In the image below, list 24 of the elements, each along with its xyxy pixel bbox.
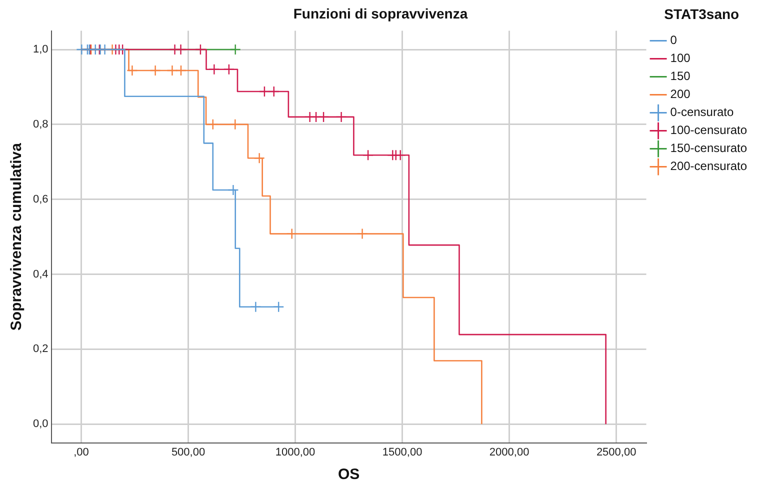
y-tick-label: 0,8 [32,118,48,130]
x-tick-label: ,00 [74,446,89,458]
y-tick-label: 0,2 [32,343,48,356]
x-axis-title: OS [338,466,360,484]
legend-label: 100 [670,51,691,66]
y-tick-label: 0,0 [32,418,48,430]
y-tick-label: 0,6 [32,193,48,206]
legend-label: 0 [670,33,678,48]
x-tick-label: 500,00 [171,446,206,458]
legend-label: 200 [670,87,691,102]
x-tick-label: 2500,00 [596,446,636,458]
legend-label: 150-censurato [670,141,748,156]
y-tick-label: 0,4 [32,268,48,280]
legend-label: 200-censurato [670,159,748,174]
legend-label: 0-censurato [670,105,734,120]
legend-label: 150 [670,69,691,84]
x-tick-label: 1500,00 [382,446,422,458]
y-axis-title: Sopravvivenza cumulativa [8,142,26,331]
y-tick-label: 1,0 [32,44,48,56]
x-tick-label: 1000,00 [275,446,316,458]
chart-title: Funzioni di sopravvivenza [293,5,468,22]
x-tick-label: 2000,00 [489,446,530,458]
legend-label: 100-censurato [670,123,748,138]
legend-title: STAT3sano [664,6,740,22]
